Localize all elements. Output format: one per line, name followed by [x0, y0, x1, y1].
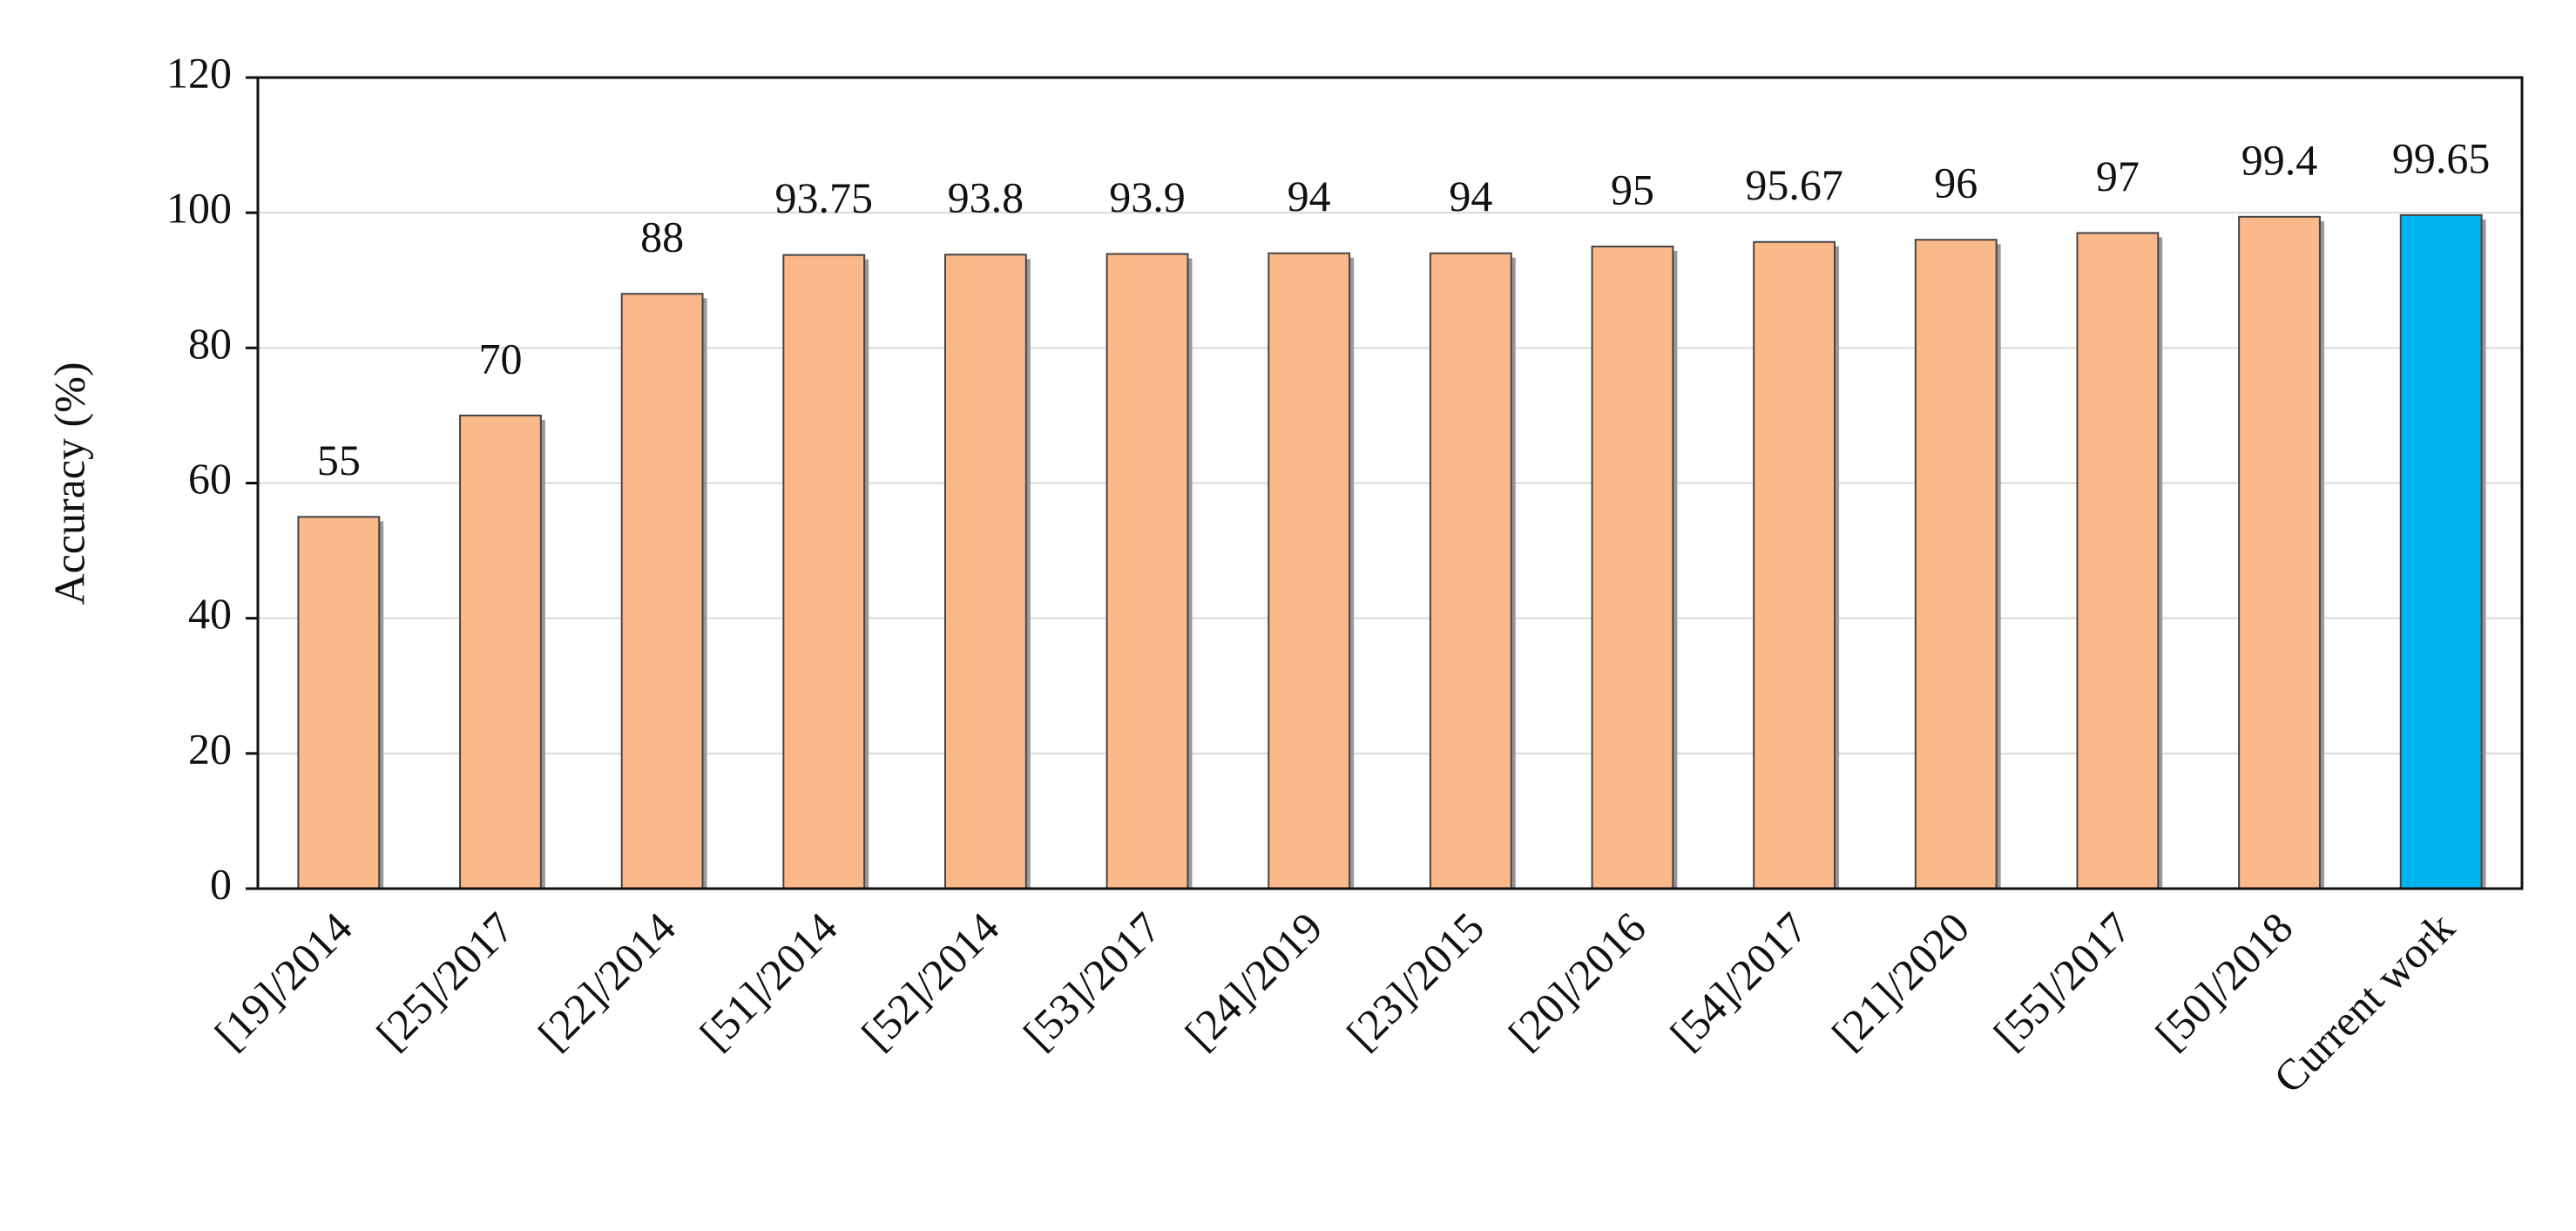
bar	[2399, 213, 2483, 889]
x-tick-label: [52]/2014	[852, 903, 1008, 1059]
x-tick-label: [53]/2017	[1014, 903, 1170, 1059]
value-label: 96	[1934, 159, 1978, 207]
bar	[1105, 253, 1189, 889]
x-tick-label: [23]/2015	[1337, 903, 1493, 1059]
y-tick-label: 20	[188, 724, 232, 773]
bar	[297, 516, 381, 890]
bar	[1753, 240, 1836, 889]
bar	[459, 414, 542, 889]
x-tick-label: [55]/2017	[1984, 903, 2140, 1059]
value-label: 94	[1288, 172, 1331, 220]
bar	[1268, 252, 1351, 889]
value-label: 93.8	[948, 173, 1024, 222]
x-tick-label: [22]/2014	[529, 903, 685, 1059]
value-label: 55	[317, 436, 361, 484]
value-label: 94	[1449, 172, 1492, 220]
bar	[1591, 245, 1674, 890]
x-tick-label: [21]/2020	[1822, 903, 1978, 1059]
y-tick-label: 120	[166, 48, 232, 97]
x-tick-label: [51]/2014	[691, 903, 847, 1059]
x-tick-label: [50]/2018	[2146, 903, 2302, 1059]
value-label: 70	[478, 334, 522, 382]
x-tick-label: [24]/2019	[1176, 903, 1332, 1059]
bar	[620, 293, 704, 889]
value-label: 95	[1611, 165, 1654, 213]
bar	[2238, 215, 2321, 890]
value-label: 99.65	[2392, 133, 2491, 182]
bar	[782, 254, 866, 889]
value-label: 99.4	[2241, 135, 2318, 184]
x-tick-label: [25]/2017	[367, 903, 523, 1059]
y-tick-label: 100	[166, 184, 232, 233]
x-tick-label: [19]/2014	[206, 903, 362, 1059]
bar	[1914, 239, 1998, 889]
bar	[1429, 252, 1512, 889]
y-tick-label: 0	[210, 859, 232, 908]
y-tick-label: 40	[188, 589, 232, 638]
value-label: 95.67	[1745, 160, 1843, 209]
value-label: 93.75	[775, 173, 874, 222]
value-label: 88	[640, 213, 684, 261]
value-label: 97	[2096, 152, 2140, 200]
y-axis-label: Accuracy (%)	[44, 362, 93, 605]
y-tick-label: 60	[188, 454, 232, 503]
bar	[2076, 232, 2160, 890]
plot-border	[256, 76, 2524, 890]
x-tick-label: [54]/2017	[1660, 903, 1816, 1059]
y-tick-label: 80	[188, 319, 232, 368]
bar	[943, 254, 1027, 890]
value-label: 93.9	[1109, 172, 1186, 221]
x-tick-label: [20]/2016	[1499, 903, 1655, 1059]
